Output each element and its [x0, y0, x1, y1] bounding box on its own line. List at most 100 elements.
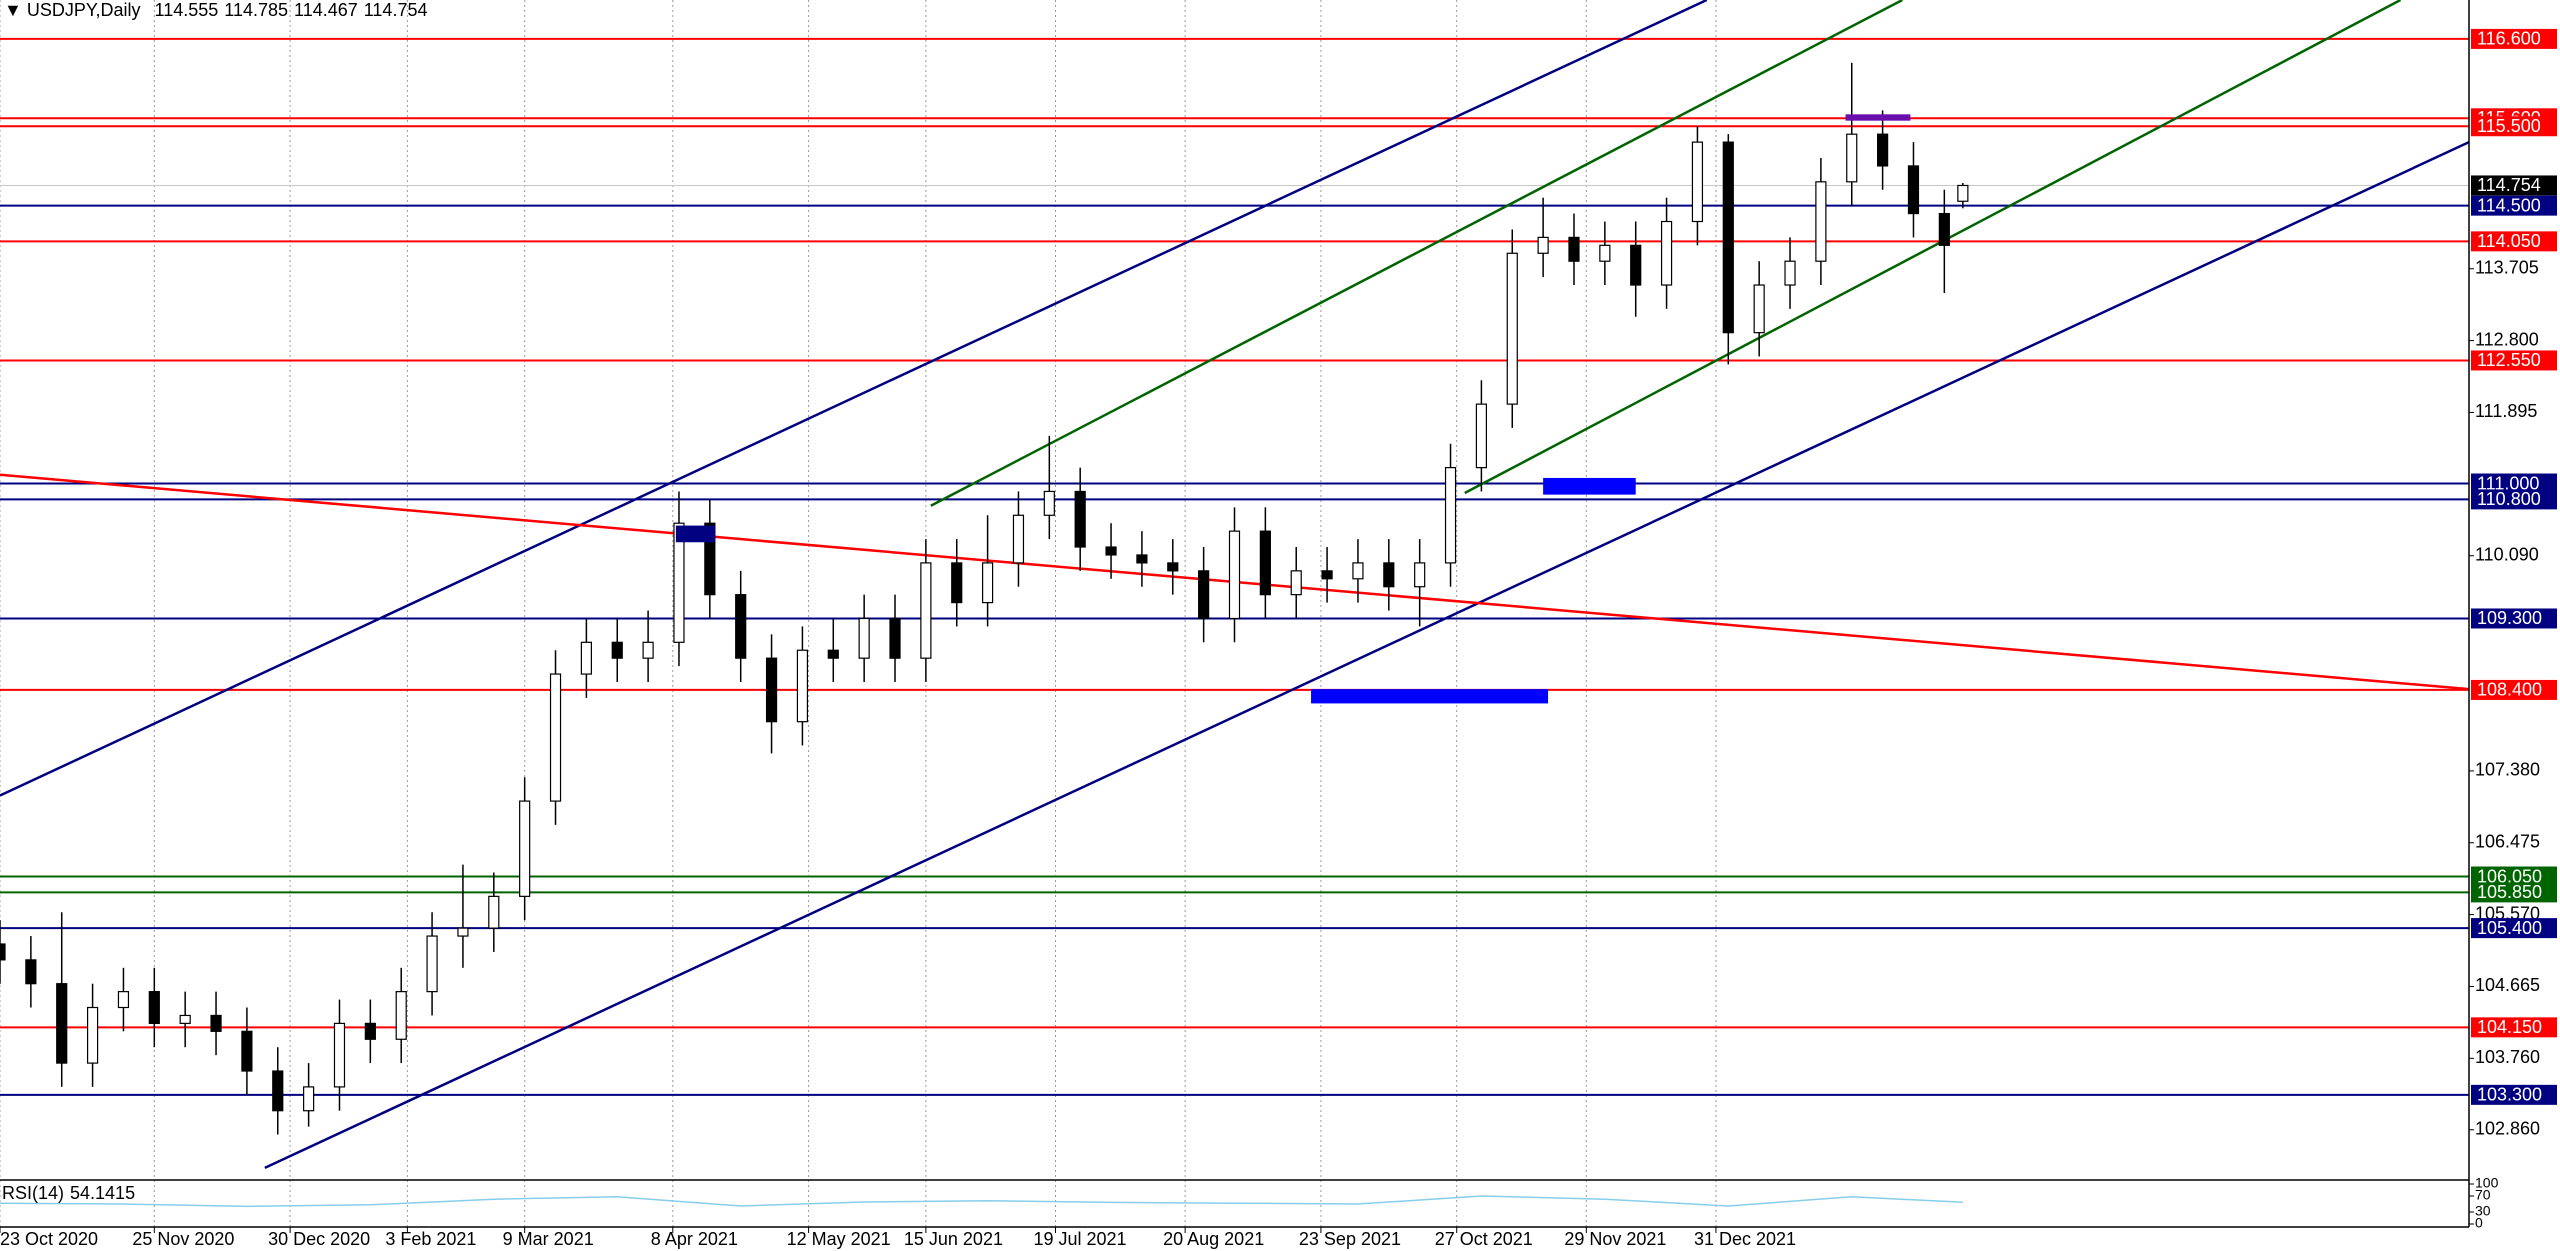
- candle-body: [1136, 554, 1148, 564]
- candle-body: [1846, 133, 1858, 183]
- x-tick-label: 3 Feb 2021: [385, 1229, 476, 1249]
- candle-body: [1012, 514, 1025, 564]
- level-label: 105.400: [2477, 918, 2542, 938]
- y-tick-label: 102.860: [2475, 1119, 2540, 1139]
- open-price: 114.555: [155, 0, 219, 20]
- y-tick-label: 103.760: [2475, 1047, 2540, 1067]
- candle-body: [1414, 562, 1426, 588]
- level-label-box: [2471, 473, 2557, 494]
- zone: [1845, 114, 1911, 121]
- candle-body: [1043, 490, 1055, 516]
- candle-body: [704, 522, 716, 596]
- level-label: 108.400: [2477, 680, 2542, 700]
- symbol: USDJPY,Daily: [27, 0, 141, 20]
- candle-body: [1568, 236, 1580, 262]
- candle-body: [1722, 141, 1734, 334]
- level-label: 104.150: [2477, 1017, 2542, 1037]
- x-tick-label: 9 Mar 2021: [503, 1229, 594, 1249]
- candle-body: [1321, 570, 1333, 580]
- candle-body: [1475, 403, 1488, 469]
- candle-body: [951, 562, 963, 604]
- candle-body: [1167, 562, 1179, 572]
- candle-body: [827, 649, 839, 659]
- rsi-title: RSI(14) 54.1415: [2, 1183, 135, 1203]
- candle-body: [1537, 236, 1549, 254]
- rsi-tick-label: 70: [2475, 1187, 2491, 1203]
- candle-body: [1383, 562, 1395, 588]
- candle-body: [611, 641, 623, 659]
- candle-body: [673, 522, 685, 643]
- candle-body: [1630, 244, 1642, 286]
- candle-body: [735, 594, 747, 659]
- level-label-box: [2471, 28, 2557, 49]
- high-price: 114.785: [224, 0, 288, 20]
- candle-body: [580, 641, 592, 675]
- candle-body: [1198, 570, 1210, 620]
- candle-body: [1784, 260, 1796, 286]
- current-price-box: [2471, 175, 2557, 196]
- zone: [1311, 689, 1549, 704]
- trend-line: [264, 140, 2470, 1170]
- x-tick-label: 12 May 2021: [787, 1229, 891, 1249]
- level-label: 109.300: [2477, 608, 2542, 628]
- x-tick-label: 31 Dec 2021: [1694, 1229, 1796, 1249]
- level-label-box: [2471, 882, 2557, 903]
- current-price-label: 114.754: [2477, 175, 2541, 195]
- candle-body: [272, 1070, 284, 1112]
- candle-body: [1352, 562, 1364, 580]
- label-layer: 23 Oct 2020 25 Nov 2020 30 Dec 2020 3 Feb 2…: [0, 29, 2557, 1249]
- rsi-tick-label: 0: [2475, 1215, 2483, 1231]
- candle-body: [1691, 141, 1704, 223]
- x-tick-label: 29 Nov 2021: [1564, 1229, 1666, 1249]
- candle-body: [1815, 181, 1827, 262]
- x-tick-label: 15 Jun 2021: [904, 1229, 1003, 1249]
- zone-layer: [675, 114, 1911, 704]
- level-label-box: [2471, 608, 2557, 629]
- trend-line: [930, 0, 1903, 507]
- rsi-label: RSI(14): [2, 1183, 64, 1203]
- candle-body: [148, 991, 160, 1024]
- axis-layer: [0, 0, 2470, 1228]
- candle-body: [1877, 133, 1889, 167]
- level-label-box: [2471, 1084, 2557, 1105]
- candle-body: [241, 1030, 253, 1072]
- low-price: 114.467: [294, 0, 358, 20]
- candle-body: [1907, 165, 1920, 215]
- candle-body: [488, 895, 500, 929]
- zone: [675, 525, 716, 543]
- level-label-box: [2471, 918, 2557, 939]
- x-tick-label: 23 Oct 2020: [0, 1229, 98, 1249]
- level-label: 115.500: [2477, 116, 2541, 136]
- candle-body: [1506, 252, 1518, 405]
- candle-body: [86, 1006, 99, 1064]
- candle-body: [1957, 184, 1969, 202]
- candle-body: [25, 959, 37, 985]
- candle-body: [889, 617, 901, 659]
- x-tick-label: 27 Oct 2021: [1435, 1229, 1533, 1249]
- candle-body: [1105, 546, 1117, 556]
- x-tick-label: 19 Jul 2021: [1033, 1229, 1126, 1249]
- level-label: 105.850: [2477, 882, 2542, 902]
- level-label-box: [2471, 489, 2557, 510]
- candle-body: [0, 943, 6, 961]
- candle-body: [549, 673, 562, 802]
- candle-body: [1938, 212, 1950, 246]
- candle-body: [210, 1014, 222, 1032]
- level-label-box: [2471, 679, 2557, 700]
- x-tick-label: 23 Sep 2021: [1299, 1229, 1401, 1249]
- zone: [1543, 477, 1636, 495]
- level-label: 114.050: [2477, 231, 2541, 251]
- candle-body: [56, 983, 68, 1064]
- y-tick-label: 106.475: [2475, 832, 2540, 852]
- candle-body: [1660, 220, 1673, 286]
- candle-body: [303, 1086, 315, 1112]
- candle-body: [981, 562, 994, 604]
- candle-body: [519, 800, 531, 897]
- candle-layer: [0, 62, 1969, 1135]
- y-tick-label: 111.895: [2475, 401, 2537, 421]
- menu-arrow: ▼: [4, 0, 27, 20]
- rsi-tick-label: 100: [2475, 1175, 2499, 1191]
- candle-body: [796, 649, 809, 723]
